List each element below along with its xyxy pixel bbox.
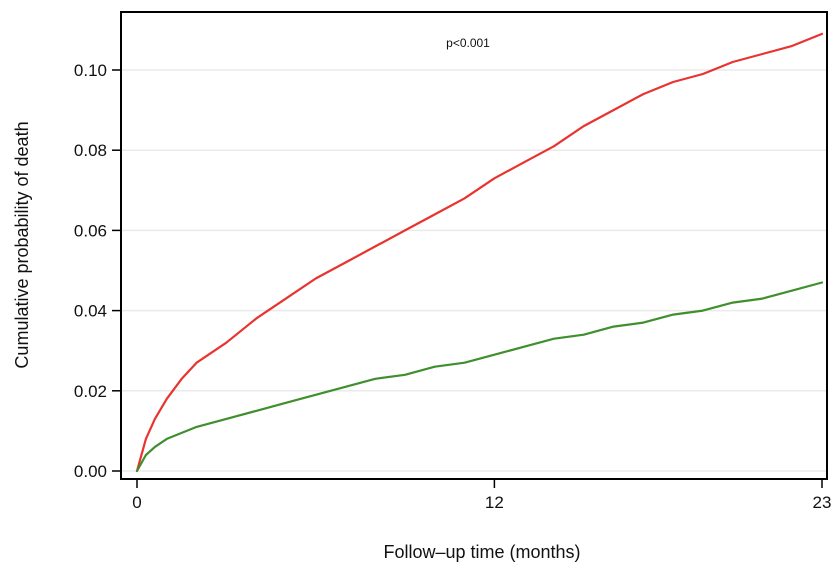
y-axis-title: Cumulative probability of death [12,121,32,368]
x-axis: 0 12 23 [132,479,831,512]
x-tick-label: 12 [485,493,504,512]
plot-area [121,12,827,479]
y-tick-label: 0.04 [74,302,107,321]
x-axis-title: Follow–up time (months) [383,542,580,562]
y-tick-label: 0.00 [74,462,107,481]
x-tick-label: 23 [813,493,832,512]
series-line-2 [135,281,824,473]
series-line-1 [135,32,824,473]
y-tick-label: 0.02 [74,382,107,401]
plot-border [120,11,828,480]
y-axis: 0.00 0.02 0.04 0.06 0.08 0.10 [74,61,121,481]
y-tick-label: 0.10 [74,61,107,80]
p-value-annotation: p<0.001 [446,36,490,50]
y-tick-label: 0.06 [74,221,107,240]
y-tick-label: 0.08 [74,141,107,160]
series-group [135,32,824,473]
grid-lines [122,69,826,472]
x-tick-label: 0 [132,493,141,512]
